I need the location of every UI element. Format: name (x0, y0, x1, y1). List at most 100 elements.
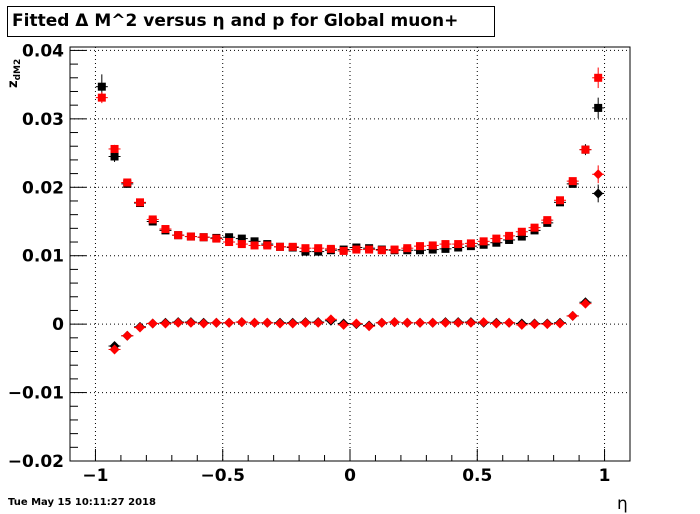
data-point-diamond (427, 317, 438, 328)
data-point-square (339, 246, 348, 255)
data-point-diamond (567, 310, 578, 321)
y-tick-label: −0.01 (8, 384, 64, 404)
data-point-diamond (249, 317, 260, 328)
data-point-square (543, 216, 552, 225)
data-point-square (212, 234, 221, 243)
data-point-diamond (376, 317, 387, 328)
data-point-diamond (516, 319, 527, 330)
data-point-diamond (109, 344, 120, 355)
data-point-square (326, 244, 335, 253)
data-point-diamond (325, 314, 336, 325)
data-point-square (123, 178, 132, 187)
data-point-square (594, 73, 603, 82)
data-point-square (110, 144, 119, 153)
data-point-diamond (453, 317, 464, 328)
series-1 (95, 67, 605, 255)
data-point-square (403, 244, 412, 253)
x-tick-label: 1 (599, 466, 611, 486)
data-point-square (250, 241, 259, 250)
data-point-square (581, 145, 590, 154)
data-point-square (136, 198, 144, 207)
plot-frame (69, 46, 631, 462)
grid-lines (70, 47, 630, 462)
x-tick-labels: −1 −0.5 0 0.5 1 (82, 466, 610, 486)
data-point-diamond (491, 318, 502, 329)
data-point-square (365, 245, 374, 254)
data-point-square (161, 225, 170, 234)
data-point-square (517, 227, 526, 236)
data-point-diamond (504, 317, 515, 328)
y-tick-label: 0 (52, 315, 64, 335)
data-point-diamond (593, 188, 604, 199)
data-point-square (199, 233, 208, 242)
y-axis-label: zdM2 (6, 48, 46, 88)
y-axis-label-main: z (6, 80, 21, 88)
data-point-square (225, 238, 234, 247)
data-point-square (110, 152, 119, 161)
data-point-square (556, 196, 564, 205)
data-point-diamond (313, 317, 324, 328)
data-point-diamond (173, 317, 184, 328)
data-point-square (276, 242, 284, 251)
data-point-square (517, 232, 526, 241)
x-tick-label: −1 (82, 466, 108, 486)
y-tick-labels: −0.02 −0.01 0 0.01 0.02 0.03 0.04 (8, 41, 64, 472)
data-point-square (314, 244, 323, 253)
data-point-diamond (542, 319, 553, 330)
data-point-square (568, 177, 577, 186)
data-point-square (352, 245, 361, 254)
y-tick-label: 0.02 (22, 178, 64, 198)
data-point-square (377, 246, 386, 255)
data-point-square (97, 93, 106, 102)
data-point-square (416, 242, 424, 251)
data-point-diamond (185, 317, 196, 328)
data-point-diamond (211, 317, 222, 328)
data-point-square (390, 245, 399, 254)
data-point-square (301, 244, 310, 253)
data-point-square (225, 233, 234, 242)
data-point-square (479, 237, 488, 246)
data-point-square (428, 241, 437, 250)
chart-title: Fitted Δ M^2 versus η and p for Global m… (7, 6, 495, 37)
data-point-square (237, 240, 246, 249)
data-point-diamond (389, 317, 400, 328)
x-axis-label: η (617, 494, 628, 514)
data-point-diamond (160, 318, 171, 329)
data-point-square (441, 244, 450, 253)
data-point-diamond (529, 319, 540, 330)
data-point-diamond (465, 317, 476, 328)
data-point-square (97, 82, 106, 91)
data-point-diamond (478, 317, 489, 328)
data-point-diamond (440, 317, 451, 328)
y-tick-label: 0.04 (22, 41, 64, 61)
data-point-square (492, 234, 501, 243)
data-point-diamond (122, 330, 133, 341)
data-series (95, 67, 605, 355)
data-point-diamond (402, 317, 413, 328)
data-point-diamond (262, 317, 273, 328)
data-point-diamond (198, 318, 209, 329)
data-point-square (250, 237, 259, 246)
data-point-square (416, 246, 424, 255)
y-tick-label: −0.02 (8, 452, 64, 472)
data-point-diamond (364, 321, 375, 332)
x-tick-label: 0.5 (462, 466, 492, 486)
series-3 (108, 165, 605, 355)
data-point-diamond (555, 318, 565, 329)
y-tick-label: 0.01 (22, 247, 64, 267)
data-point-square (441, 240, 450, 249)
data-point-square (505, 235, 514, 244)
data-point-square (594, 103, 603, 112)
data-point-diamond (593, 169, 604, 180)
data-point-diamond (224, 317, 235, 328)
x-tick-label: −0.5 (201, 466, 245, 486)
data-point-diamond (135, 322, 145, 333)
data-point-square (505, 231, 514, 240)
data-point-square (174, 231, 183, 240)
data-point-square (530, 223, 539, 232)
y-axis-label-subscript: dM2 (13, 58, 23, 81)
data-point-square (288, 242, 297, 251)
data-point-diamond (351, 318, 362, 329)
data-point-square (237, 234, 246, 243)
